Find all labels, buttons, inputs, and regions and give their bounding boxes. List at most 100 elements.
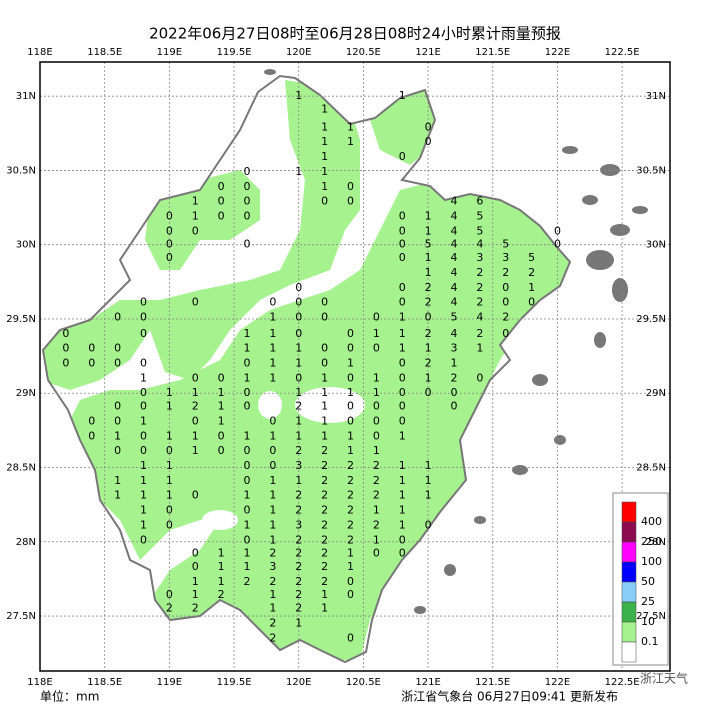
station-value: 0 <box>399 371 406 384</box>
station-value: 1 <box>295 89 302 102</box>
station-value: 0 <box>554 238 561 251</box>
station-value: 1 <box>269 371 276 384</box>
station-value: 1 <box>373 533 380 546</box>
station-value: 0 <box>295 327 302 340</box>
station-value: 1 <box>295 386 302 399</box>
station-value: 5 <box>528 251 535 264</box>
station-value: 1 <box>166 474 173 487</box>
station-value: 0 <box>295 310 302 323</box>
y-tick-label: 29N <box>646 388 666 399</box>
station-value: 2 <box>425 281 432 294</box>
y-tick-label: 27.5N <box>636 611 666 622</box>
station-value: 2 <box>373 489 380 502</box>
station-value: 0 <box>192 560 199 573</box>
legend-swatch <box>621 581 637 603</box>
station-value: 1 <box>140 518 147 531</box>
station-value: 0 <box>243 459 250 472</box>
station-value: 2 <box>321 459 328 472</box>
station-value: 1 <box>373 386 380 399</box>
station-value: 0 <box>476 371 483 384</box>
station-value: 0 <box>166 518 173 531</box>
station-value: 1 <box>243 518 250 531</box>
station-value: 0 <box>140 357 147 370</box>
station-value: 1 <box>269 602 276 615</box>
station-value: 2 <box>476 296 483 309</box>
station-value: 1 <box>347 444 354 457</box>
station-value: 1 <box>166 400 173 413</box>
station-value: 1 <box>321 429 328 442</box>
station-value: 2 <box>295 602 302 615</box>
station-value: 1 <box>114 474 121 487</box>
station-value: 0 <box>373 547 380 560</box>
station-value: 1 <box>166 489 173 502</box>
station-value: 1 <box>450 357 457 370</box>
station-value: 1 <box>218 560 225 573</box>
station-value: 2 <box>347 504 354 517</box>
station-value: 0 <box>347 575 354 588</box>
station-value: 0 <box>243 180 250 193</box>
x-tick-label: 118.5E <box>87 47 122 58</box>
legend-label: 25 <box>641 595 655 608</box>
station-value: 0 <box>269 459 276 472</box>
station-value: 1 <box>321 602 328 615</box>
station-value: 2 <box>347 474 354 487</box>
station-value: 5 <box>502 238 509 251</box>
station-value: 0 <box>425 518 432 531</box>
station-value: 0 <box>425 120 432 133</box>
station-value: 0 <box>269 444 276 457</box>
station-value: 2 <box>450 371 457 384</box>
station-value: 2 <box>269 631 276 644</box>
station-value: 1 <box>192 386 199 399</box>
station-value: 1 <box>399 459 406 472</box>
station-value: 0 <box>528 296 535 309</box>
station-value: 0 <box>399 224 406 237</box>
station-value: 2 <box>295 533 302 546</box>
station-value: 4 <box>450 224 457 237</box>
station-value: 4 <box>450 327 457 340</box>
station-value: 0 <box>218 444 225 457</box>
station-value: 0 <box>347 414 354 427</box>
station-value: 0 <box>140 444 147 457</box>
station-value: 0 <box>425 310 432 323</box>
station-value: 4 <box>476 238 483 251</box>
station-value: 1 <box>140 504 147 517</box>
station-value: 1 <box>295 414 302 427</box>
station-value: 3 <box>502 251 509 264</box>
station-value: 6 <box>476 195 483 208</box>
station-value: 2 <box>269 616 276 629</box>
station-value: 0 <box>295 371 302 384</box>
station-value: 1 <box>114 489 121 502</box>
station-value: 1 <box>373 504 380 517</box>
station-value: 1 <box>269 533 276 546</box>
station-value: 1 <box>166 429 173 442</box>
x-tick-label: 118.5E <box>87 677 122 688</box>
station-value: 1 <box>218 547 225 560</box>
station-value: 0 <box>399 414 406 427</box>
station-value: 2 <box>476 266 483 279</box>
station-value: 2 <box>476 281 483 294</box>
station-value: 0 <box>192 489 199 502</box>
station-value: 1 <box>295 357 302 370</box>
station-value: 0 <box>321 195 328 208</box>
station-value: 0 <box>373 400 380 413</box>
station-value: 0 <box>243 209 250 222</box>
station-value: 1 <box>321 400 328 413</box>
station-value: 0 <box>88 357 95 370</box>
legend-swatch <box>621 501 637 523</box>
station-value: 2 <box>295 588 302 601</box>
station-value: 0 <box>399 251 406 264</box>
legend-swatch <box>621 541 637 563</box>
station-value: 2 <box>192 602 199 615</box>
station-value: 3 <box>269 560 276 573</box>
station-value: 0 <box>166 504 173 517</box>
station-value: 0 <box>399 400 406 413</box>
station-value: 1 <box>218 575 225 588</box>
station-value: 0 <box>347 180 354 193</box>
station-value: 2 <box>347 459 354 472</box>
station-value: 0 <box>243 238 250 251</box>
legend-label: 50 <box>641 575 655 588</box>
station-value: 4 <box>450 209 457 222</box>
dry-area <box>295 387 365 423</box>
station-value: 0 <box>192 414 199 427</box>
